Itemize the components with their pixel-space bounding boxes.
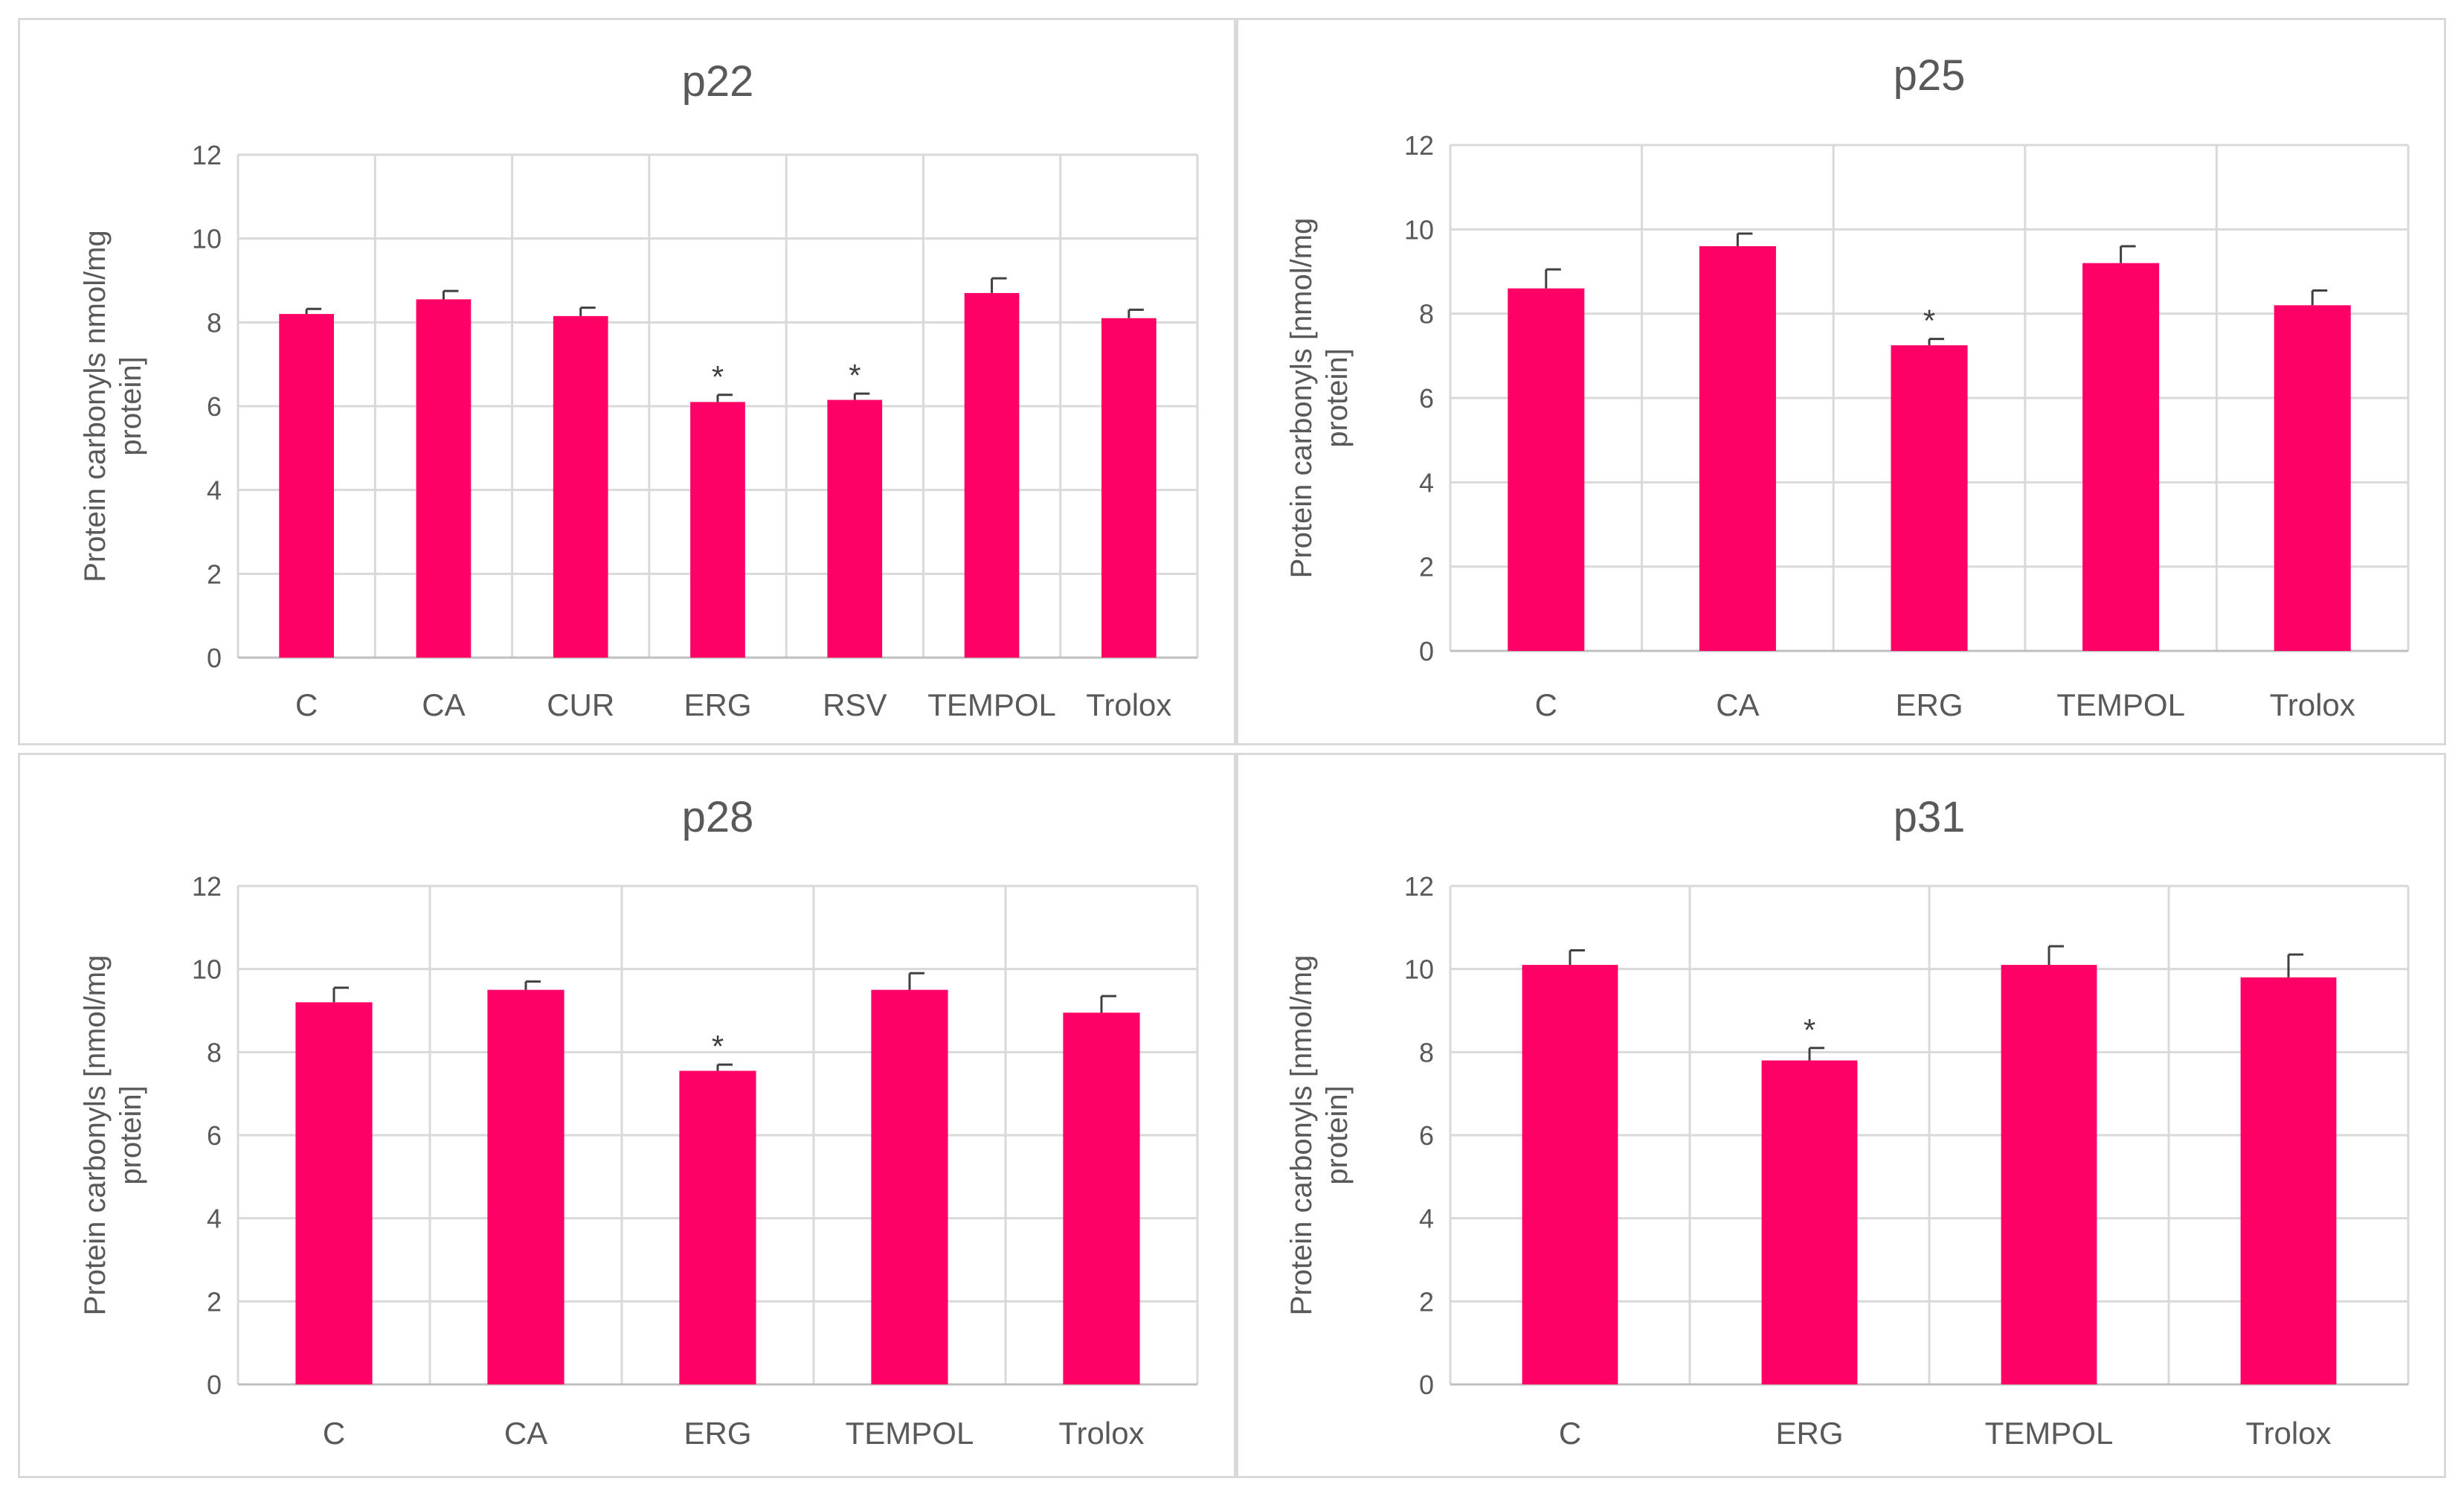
y-tick-label: 10 — [192, 224, 222, 254]
y-tick-label: 6 — [207, 391, 222, 422]
x-tick-label-Trolox: Trolox — [1058, 1416, 1144, 1451]
x-tick-label-TEMPOL: TEMPOL — [927, 687, 1056, 722]
y-tick-label: 2 — [207, 1286, 222, 1317]
x-tick-label-ERG: ERG — [683, 687, 751, 722]
x-tick-label-CA: CA — [1716, 687, 1759, 722]
chart-panel-p25: p25 0 2 4 6 8 10 12 C CA * ERG TEMPOL Trolox Protein c… — [1236, 18, 2446, 745]
bar-CA — [416, 299, 472, 658]
y-axis-label-line: Protein carbonyls [nmol/mg — [1285, 218, 1318, 579]
x-tick-label-CUR: CUR — [547, 687, 614, 722]
chart-svg-p31: p31 0 2 4 6 8 10 12 C * ERG TEMPOL Trolox Protein car… — [1285, 793, 2410, 1451]
y-tick-label: 4 — [1419, 467, 1434, 498]
y-tick-label: 8 — [1419, 1037, 1434, 1068]
bar-ERG — [690, 402, 745, 658]
chart-panel-p28: p28 0 2 4 6 8 10 12 C CA * ERG TEMPOL Trolox Protein c… — [18, 753, 1236, 1478]
y-axis-label: Protein carbonyls [nmol/mg protein] — [79, 955, 147, 1316]
y-tick-label: 2 — [1419, 552, 1434, 582]
bar-CUR — [553, 315, 608, 658]
y-tick-label: 4 — [1419, 1204, 1434, 1234]
chart-panel-p31: p31 0 2 4 6 8 10 12 C * ERG TEMPOL Trolox Protein car… — [1236, 753, 2446, 1478]
y-axis-label-line: Protein carbonyls [nmol/mg — [1285, 955, 1318, 1316]
y-tick-label: 12 — [1404, 871, 1434, 902]
y-axis-label-line: Protein carbonyls [nmol/mg — [79, 955, 112, 1316]
x-tick-label-Trolox: Trolox — [1086, 687, 1171, 722]
y-tick-label: 8 — [1419, 299, 1434, 330]
x-tick-label-ERG: ERG — [683, 1416, 751, 1451]
bar-Trolox — [1063, 1012, 1140, 1384]
chart-svg-p28: p28 0 2 4 6 8 10 12 C CA * ERG TEMPOL Trolox Protein c… — [79, 793, 1199, 1451]
bar-ERG — [1891, 345, 1968, 651]
significance-marker-ERG: * — [712, 359, 724, 394]
y-tick-label: 12 — [192, 871, 222, 902]
bar-ERG — [679, 1070, 756, 1384]
y-tick-label: 0 — [207, 643, 222, 673]
bar-Trolox — [1101, 318, 1157, 658]
y-tick-label: 0 — [1419, 636, 1434, 667]
significance-marker-ERG: * — [1804, 1012, 1815, 1047]
y-axis-label-line: Protein carbonyls nmol/mg — [79, 230, 112, 582]
y-tick-label: 8 — [207, 307, 222, 338]
bar-ERG — [1761, 1060, 1858, 1384]
x-tick-label-C: C — [295, 687, 318, 722]
y-tick-label: 6 — [1419, 1120, 1434, 1151]
y-tick-label: 4 — [207, 1204, 222, 1234]
chart-svg-p22: p22 0 2 4 6 8 10 12 C CA CUR * ERG * RSV TEMPOL Trolox Pr… — [79, 57, 1199, 722]
y-axis-label: Protein carbonyls nmol/mg protein] — [79, 230, 147, 582]
x-tick-label-RSV: RSV — [823, 687, 887, 722]
chart-title: p25 — [1894, 51, 1966, 100]
x-tick-label-ERG: ERG — [1775, 1416, 1843, 1451]
bar-RSV — [827, 399, 883, 658]
y-axis-label: Protein carbonyls [nmol/mg protein] — [1285, 955, 1354, 1316]
bar-C — [295, 1002, 373, 1384]
x-tick-label-C: C — [1559, 1416, 1581, 1451]
y-tick-label: 0 — [1419, 1370, 1434, 1400]
significance-marker-RSV: * — [849, 358, 861, 393]
y-tick-label: 4 — [207, 475, 222, 506]
x-tick-label-TEMPOL: TEMPOL — [1985, 1416, 2114, 1451]
chart-panel-p22: p22 0 2 4 6 8 10 12 C CA CUR * ERG * RSV TEMPOL Trolox Pr… — [18, 18, 1236, 745]
y-tick-label: 10 — [192, 954, 222, 985]
y-tick-label: 6 — [207, 1120, 222, 1151]
chart-svg-p25: p25 0 2 4 6 8 10 12 C CA * ERG TEMPOL Trolox Protein c… — [1285, 51, 2410, 722]
bar-TEMPOL — [2082, 263, 2160, 652]
bar-Trolox — [2274, 305, 2351, 651]
y-axis-label-line: protein] — [1321, 348, 1354, 447]
chart-title: p28 — [682, 793, 754, 841]
y-axis-label-line: protein] — [115, 356, 147, 455]
bar-CA — [487, 989, 564, 1384]
significance-marker-ERG: * — [712, 1029, 724, 1064]
y-axis-label: Protein carbonyls [nmol/mg protein] — [1285, 218, 1354, 579]
y-tick-label: 0 — [207, 1370, 222, 1400]
y-axis-label-line: protein] — [1321, 1085, 1354, 1184]
y-tick-label: 6 — [1419, 383, 1434, 414]
bar-C — [279, 314, 334, 658]
bar-Trolox — [2240, 977, 2337, 1384]
chart-title: p31 — [1894, 793, 1966, 841]
x-tick-label-C: C — [323, 1416, 345, 1451]
bar-TEMPOL — [871, 989, 948, 1384]
y-tick-label: 10 — [1404, 954, 1434, 985]
x-tick-label-C: C — [1535, 687, 1557, 722]
x-tick-label-TEMPOL: TEMPOL — [2056, 687, 2185, 722]
y-tick-label: 10 — [1404, 214, 1434, 245]
x-tick-label-Trolox: Trolox — [2270, 687, 2355, 722]
y-axis-label-line: protein] — [115, 1085, 147, 1184]
y-tick-label: 2 — [1419, 1286, 1434, 1317]
bar-TEMPOL — [2001, 965, 2097, 1384]
x-tick-label-TEMPOL: TEMPOL — [846, 1416, 974, 1451]
bar-C — [1508, 288, 1585, 651]
x-tick-label-CA: CA — [422, 687, 465, 722]
y-tick-label: 12 — [192, 140, 222, 170]
chart-title: p22 — [682, 57, 754, 106]
x-tick-label-CA: CA — [504, 1416, 547, 1451]
bar-TEMPOL — [964, 292, 1020, 658]
significance-marker-ERG: * — [1923, 304, 1935, 338]
y-tick-label: 8 — [207, 1037, 222, 1068]
bar-C — [1522, 965, 1618, 1384]
x-tick-label-Trolox: Trolox — [2245, 1416, 2331, 1451]
y-tick-label: 12 — [1404, 130, 1434, 161]
bar-CA — [1699, 246, 1776, 651]
x-tick-label-ERG: ERG — [1895, 687, 1963, 722]
y-tick-label: 2 — [207, 559, 222, 589]
